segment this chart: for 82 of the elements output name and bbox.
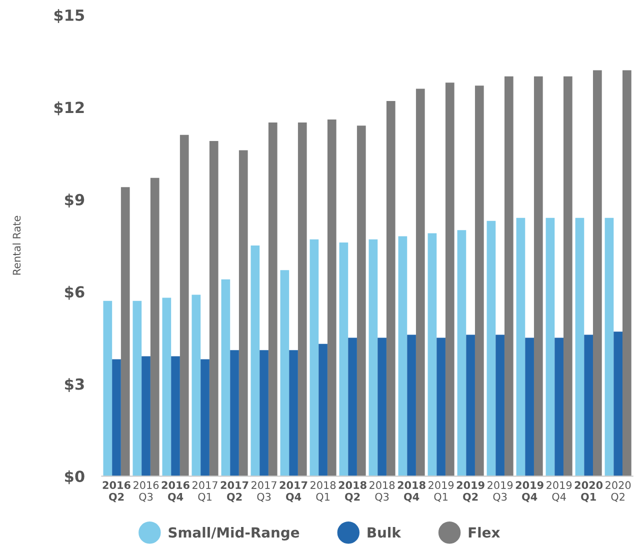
legend-label: Small/Mid-Range bbox=[168, 526, 300, 540]
bar bbox=[496, 334, 504, 476]
bar bbox=[250, 246, 260, 476]
x-tick-label: 2017 Q3 bbox=[252, 481, 276, 502]
bar bbox=[327, 119, 336, 476]
x-tick-label: 2019 Q3 bbox=[488, 481, 513, 502]
x-tick-label: 2016 Q2 bbox=[102, 481, 130, 502]
x-tick-label: 2018 Q3 bbox=[370, 481, 395, 502]
y-tick-label: $6 bbox=[65, 286, 84, 300]
bar bbox=[516, 218, 526, 476]
legend-label: Flex bbox=[468, 526, 500, 538]
bar bbox=[563, 76, 572, 476]
bar bbox=[142, 356, 150, 476]
x-tick-label: 2020 Q2 bbox=[606, 481, 631, 502]
x-tick-label: 2019 Q4 bbox=[516, 481, 544, 502]
bar bbox=[466, 334, 475, 476]
bar bbox=[230, 350, 239, 476]
bar bbox=[416, 88, 425, 476]
x-tick-label: 2016 Q3 bbox=[134, 481, 159, 502]
bar bbox=[150, 178, 160, 476]
bar bbox=[575, 218, 584, 476]
x-tick-label: 2017 Q1 bbox=[192, 481, 218, 502]
bar bbox=[356, 126, 366, 476]
x-tick-label: 2019 Q1 bbox=[428, 481, 454, 502]
bar bbox=[171, 356, 180, 476]
bar bbox=[525, 338, 534, 476]
x-tick-label: 2017 Q2 bbox=[220, 481, 248, 502]
x-tick-label: 2018 Q1 bbox=[310, 481, 336, 502]
bar bbox=[428, 233, 437, 476]
bar bbox=[132, 300, 142, 476]
bar bbox=[298, 122, 307, 476]
bar bbox=[162, 298, 172, 476]
y-tick-label: $9 bbox=[65, 194, 84, 208]
y-tick-label: $12 bbox=[54, 101, 84, 116]
bar bbox=[238, 150, 248, 476]
bar bbox=[112, 359, 121, 476]
x-tick-label: 2019 Q2 bbox=[456, 481, 484, 502]
bar bbox=[407, 334, 416, 476]
bar bbox=[289, 350, 298, 476]
bar bbox=[120, 187, 130, 476]
bar bbox=[280, 270, 290, 476]
y-tick-label: $0 bbox=[65, 470, 84, 484]
bar bbox=[209, 140, 218, 476]
x-tick-label: 2020 Q1 bbox=[574, 481, 603, 502]
bar bbox=[348, 338, 357, 476]
x-tick-label: 2018 Q2 bbox=[338, 481, 366, 502]
bar bbox=[398, 236, 408, 476]
bar bbox=[622, 70, 632, 476]
bar bbox=[474, 86, 484, 476]
bar bbox=[554, 338, 564, 476]
bar bbox=[221, 279, 230, 476]
x-tick-label: 2019 Q4 bbox=[546, 481, 572, 502]
x-tick-label: 2016 Q4 bbox=[162, 481, 190, 502]
bar bbox=[368, 239, 378, 476]
x-tick-label: 2018 Q4 bbox=[398, 481, 426, 502]
legend-label: Bulk bbox=[368, 526, 402, 538]
bar bbox=[268, 122, 278, 476]
bar bbox=[103, 300, 112, 476]
y-tick-label: $3 bbox=[65, 378, 84, 392]
bar bbox=[200, 359, 210, 476]
x-tick-label: 2017 Q4 bbox=[280, 481, 308, 502]
bar bbox=[310, 239, 319, 476]
bar bbox=[445, 82, 454, 476]
y-tick-label: $15 bbox=[54, 9, 84, 23]
bar bbox=[504, 76, 514, 476]
bar bbox=[192, 294, 201, 476]
bar bbox=[457, 230, 466, 476]
bar bbox=[546, 218, 555, 476]
bar bbox=[614, 332, 622, 476]
bar bbox=[260, 350, 268, 476]
bar bbox=[318, 344, 328, 476]
bar bbox=[436, 338, 446, 476]
bar bbox=[604, 218, 614, 476]
bar bbox=[386, 101, 396, 476]
bar bbox=[339, 242, 348, 476]
bar bbox=[378, 338, 386, 476]
bar bbox=[180, 134, 189, 476]
bar bbox=[534, 76, 543, 476]
y-axis-title: Rental Rate bbox=[12, 216, 21, 275]
bar bbox=[592, 70, 602, 476]
bar bbox=[584, 334, 593, 476]
bar bbox=[486, 220, 496, 476]
